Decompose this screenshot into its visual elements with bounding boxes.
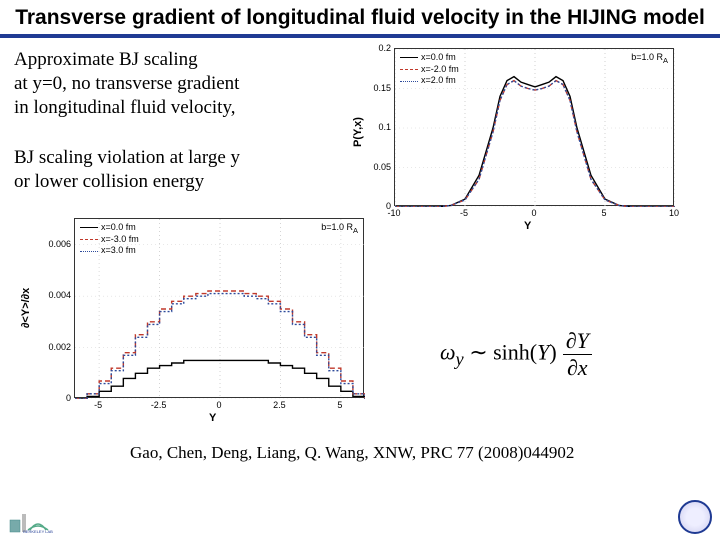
text-block-1: Approximate BJ scaling at y=0, no transv… [14, 48, 324, 119]
tick-label: 0 [209, 400, 229, 410]
tick-label: 0.2 [378, 43, 391, 53]
y-axis-label: P(Y,x) [352, 117, 364, 147]
tick-label: 0 [524, 208, 544, 218]
y-axis-label: ∂<Y>/∂x [20, 288, 32, 328]
tick-label: -5 [88, 400, 108, 410]
tick-label: 0.002 [48, 342, 71, 352]
tick-label: 0 [66, 393, 71, 403]
chart-dydx: -5 -2.5 0 2.5 5 0 0.002 0.004 0.006 x=0.0 fmx=-3.… [18, 208, 378, 433]
citation-text: Gao, Chen, Deng, Liang, Q. Wang, XNW, PR… [130, 443, 574, 463]
chart-legend: x=0.0 fmx=-3.0 fmx=3.0 fm [80, 222, 139, 257]
university-seal-icon [678, 500, 712, 534]
lab-logo-icon: BERKELEY LAB [8, 500, 68, 534]
tick-label: 10 [664, 208, 684, 218]
tick-label: 0.1 [378, 122, 391, 132]
chart-param: b=1.0 RA [321, 222, 358, 236]
tick-label: 0.05 [373, 162, 391, 172]
tick-label: 0 [386, 201, 391, 211]
svg-text:BERKELEY LAB: BERKELEY LAB [23, 529, 53, 534]
text-block-2: BJ scaling violation at large y or lower… [14, 146, 324, 194]
chart-param: b=1.0 RA [631, 52, 668, 66]
x-axis-label: Y [524, 220, 531, 232]
tick-label: 5 [330, 400, 350, 410]
tick-label: 5 [594, 208, 614, 218]
chart-legend: x=0.0 fmx=-2.0 fmx=2.0 fm [400, 52, 459, 87]
tick-label: -2.5 [149, 400, 169, 410]
tick-label: 0.15 [373, 83, 391, 93]
formula-omega: ωy ∼ sinh(Y)∂Y∂x [440, 328, 592, 381]
tick-label: 0.004 [48, 290, 71, 300]
x-axis-label: Y [209, 412, 216, 424]
chart-pyx: -10-5051000.050.10.150.2x=0.0 fmx=-2.0 f… [350, 38, 690, 238]
tick-label: 0.006 [48, 239, 71, 249]
tick-label: -5 [454, 208, 474, 218]
tick-label: 2.5 [269, 400, 289, 410]
slide-title: Transverse gradient of longitudinal flui… [0, 0, 720, 38]
